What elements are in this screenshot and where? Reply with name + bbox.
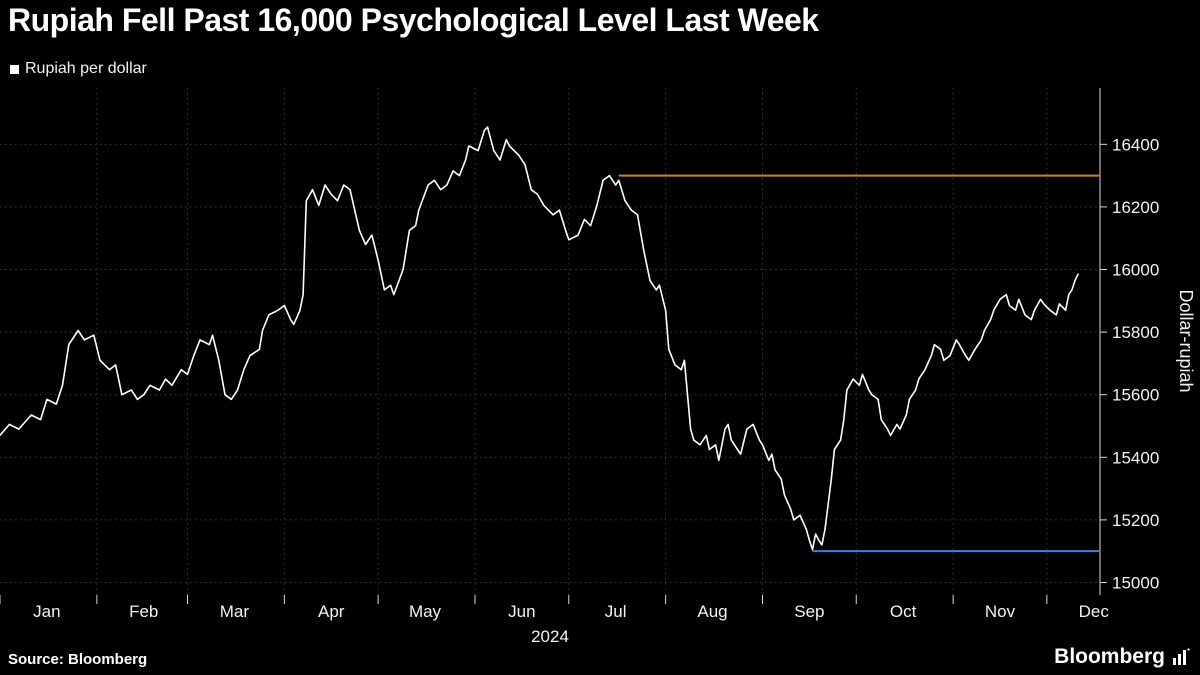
bloomberg-chart-icon xyxy=(1173,648,1190,665)
price-line xyxy=(0,126,1079,551)
x-tick-label: Dec xyxy=(1079,602,1110,621)
bloomberg-logo: Bloomberg xyxy=(1054,645,1190,669)
y-tick-label: 16200 xyxy=(1112,198,1159,217)
bloomberg-wordmark: Bloomberg xyxy=(1054,645,1165,668)
x-tick-label: Jan xyxy=(33,602,60,621)
y-axis-title: Dollar-rupiah xyxy=(1176,289,1196,392)
x-axis-title: 2024 xyxy=(531,627,569,646)
y-tick-label: 15600 xyxy=(1112,386,1159,405)
x-tick-label: May xyxy=(409,602,442,621)
y-tick-label: 15000 xyxy=(1112,573,1159,592)
x-tick-label: Feb xyxy=(129,602,158,621)
y-tick-label: 15200 xyxy=(1112,511,1159,530)
page-title: Rupiah Fell Past 16,000 Psychological Le… xyxy=(8,2,819,38)
y-tick-label: 16000 xyxy=(1112,261,1159,280)
legend-label: Rupiah per dollar xyxy=(25,60,147,77)
y-tick-label: 15800 xyxy=(1112,323,1159,342)
x-tick-label: Jul xyxy=(605,602,627,621)
y-tick-label: 16400 xyxy=(1112,135,1159,154)
x-tick-label: Apr xyxy=(318,602,345,621)
y-tick-label: 15400 xyxy=(1112,448,1159,467)
chart-legend: Rupiah per dollar xyxy=(10,60,147,78)
legend-swatch-icon xyxy=(10,64,19,74)
source-text: Source: Bloomberg xyxy=(8,651,148,668)
x-tick-label: Sep xyxy=(794,602,824,621)
x-tick-label: Aug xyxy=(697,602,727,621)
x-tick-label: Mar xyxy=(220,602,250,621)
x-tick-label: Nov xyxy=(985,602,1016,621)
x-tick-label: Oct xyxy=(890,602,917,621)
x-tick-label: Jun xyxy=(508,602,535,621)
